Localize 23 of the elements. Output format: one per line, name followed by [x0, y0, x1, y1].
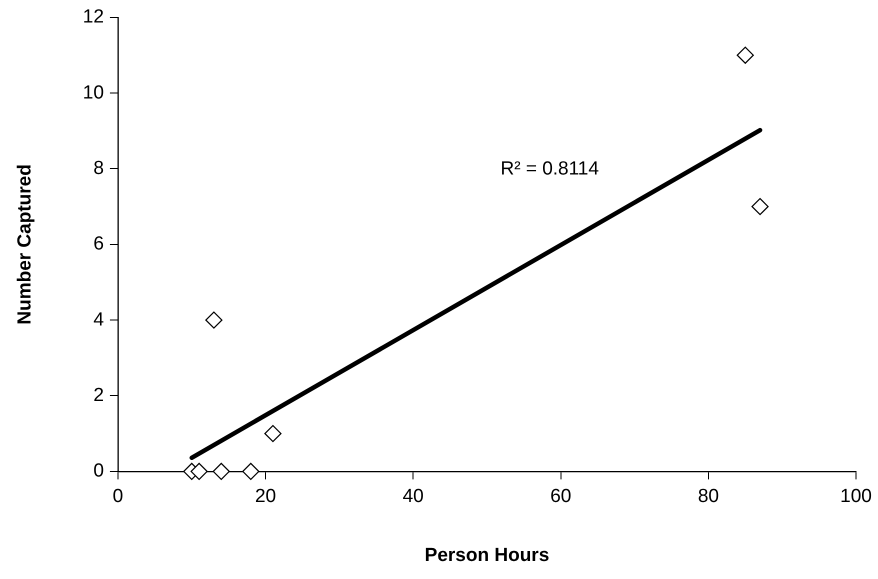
point: [242, 462, 260, 480]
point: [736, 46, 754, 64]
point: [205, 311, 222, 329]
y-tick-label: 6: [93, 234, 104, 255]
y-tick-label: 12: [82, 6, 104, 28]
y-tick-label: 8: [93, 158, 104, 179]
y-axis-title: Number Captured: [14, 164, 36, 325]
point: [264, 424, 282, 442]
point: [212, 462, 230, 480]
x-tick-label: 60: [550, 486, 572, 508]
x-tick-label: 80: [698, 486, 719, 508]
point: [751, 198, 769, 216]
x-tick-label: 100: [840, 486, 872, 508]
y-tick-label: 10: [82, 82, 104, 104]
y-tick-label: 2: [93, 384, 104, 406]
x-tick-label: 40: [402, 486, 424, 508]
point: [190, 462, 208, 480]
y-tick-label: 4: [93, 309, 104, 330]
x-tick-label: 0: [112, 486, 124, 508]
annotation: R² = 0.8114: [500, 158, 600, 180]
x-tick-label: 20: [254, 486, 276, 508]
x-axis-title: Person Hours: [424, 544, 550, 566]
y-tick-label: 0: [93, 460, 104, 482]
